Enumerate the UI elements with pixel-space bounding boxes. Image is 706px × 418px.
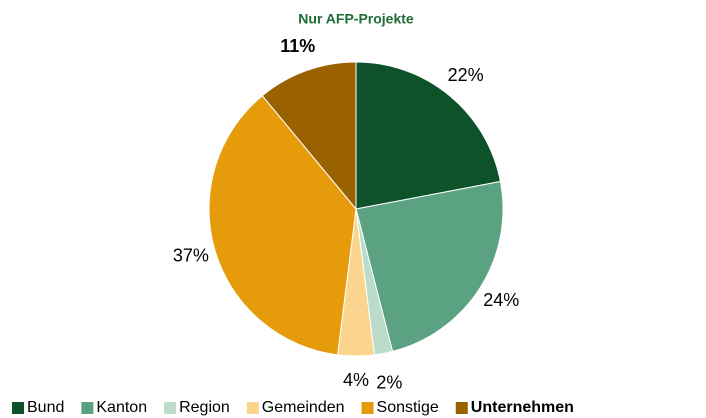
data-label: 22% [448, 65, 484, 85]
pie-slice [261, 61, 357, 211]
data-label: 11% [280, 36, 315, 56]
data-label: 37% [173, 246, 209, 266]
legend-label: Bund [27, 399, 64, 416]
legend-label: Sonstige [377, 399, 439, 416]
legend-swatch [12, 402, 24, 414]
legend-label: Gemeinden [262, 399, 345, 416]
legend-label: Unternehmen [471, 399, 574, 416]
legend-swatch [246, 402, 259, 414]
legend-swatch [361, 402, 374, 414]
data-label: 2% [376, 373, 402, 393]
legend-label: Kanton [96, 399, 147, 416]
legend-label: Region [179, 399, 230, 416]
chart-title: Nur AFP-Projekte [298, 11, 414, 27]
pie-slice [355, 180, 504, 352]
data-label: 4% [343, 370, 369, 390]
legend-swatch [455, 402, 468, 414]
pie-slice [355, 61, 501, 210]
pie-slice [208, 95, 357, 356]
legend-swatch [164, 402, 177, 414]
legend-swatch [81, 402, 94, 414]
data-label: 24% [483, 290, 519, 310]
